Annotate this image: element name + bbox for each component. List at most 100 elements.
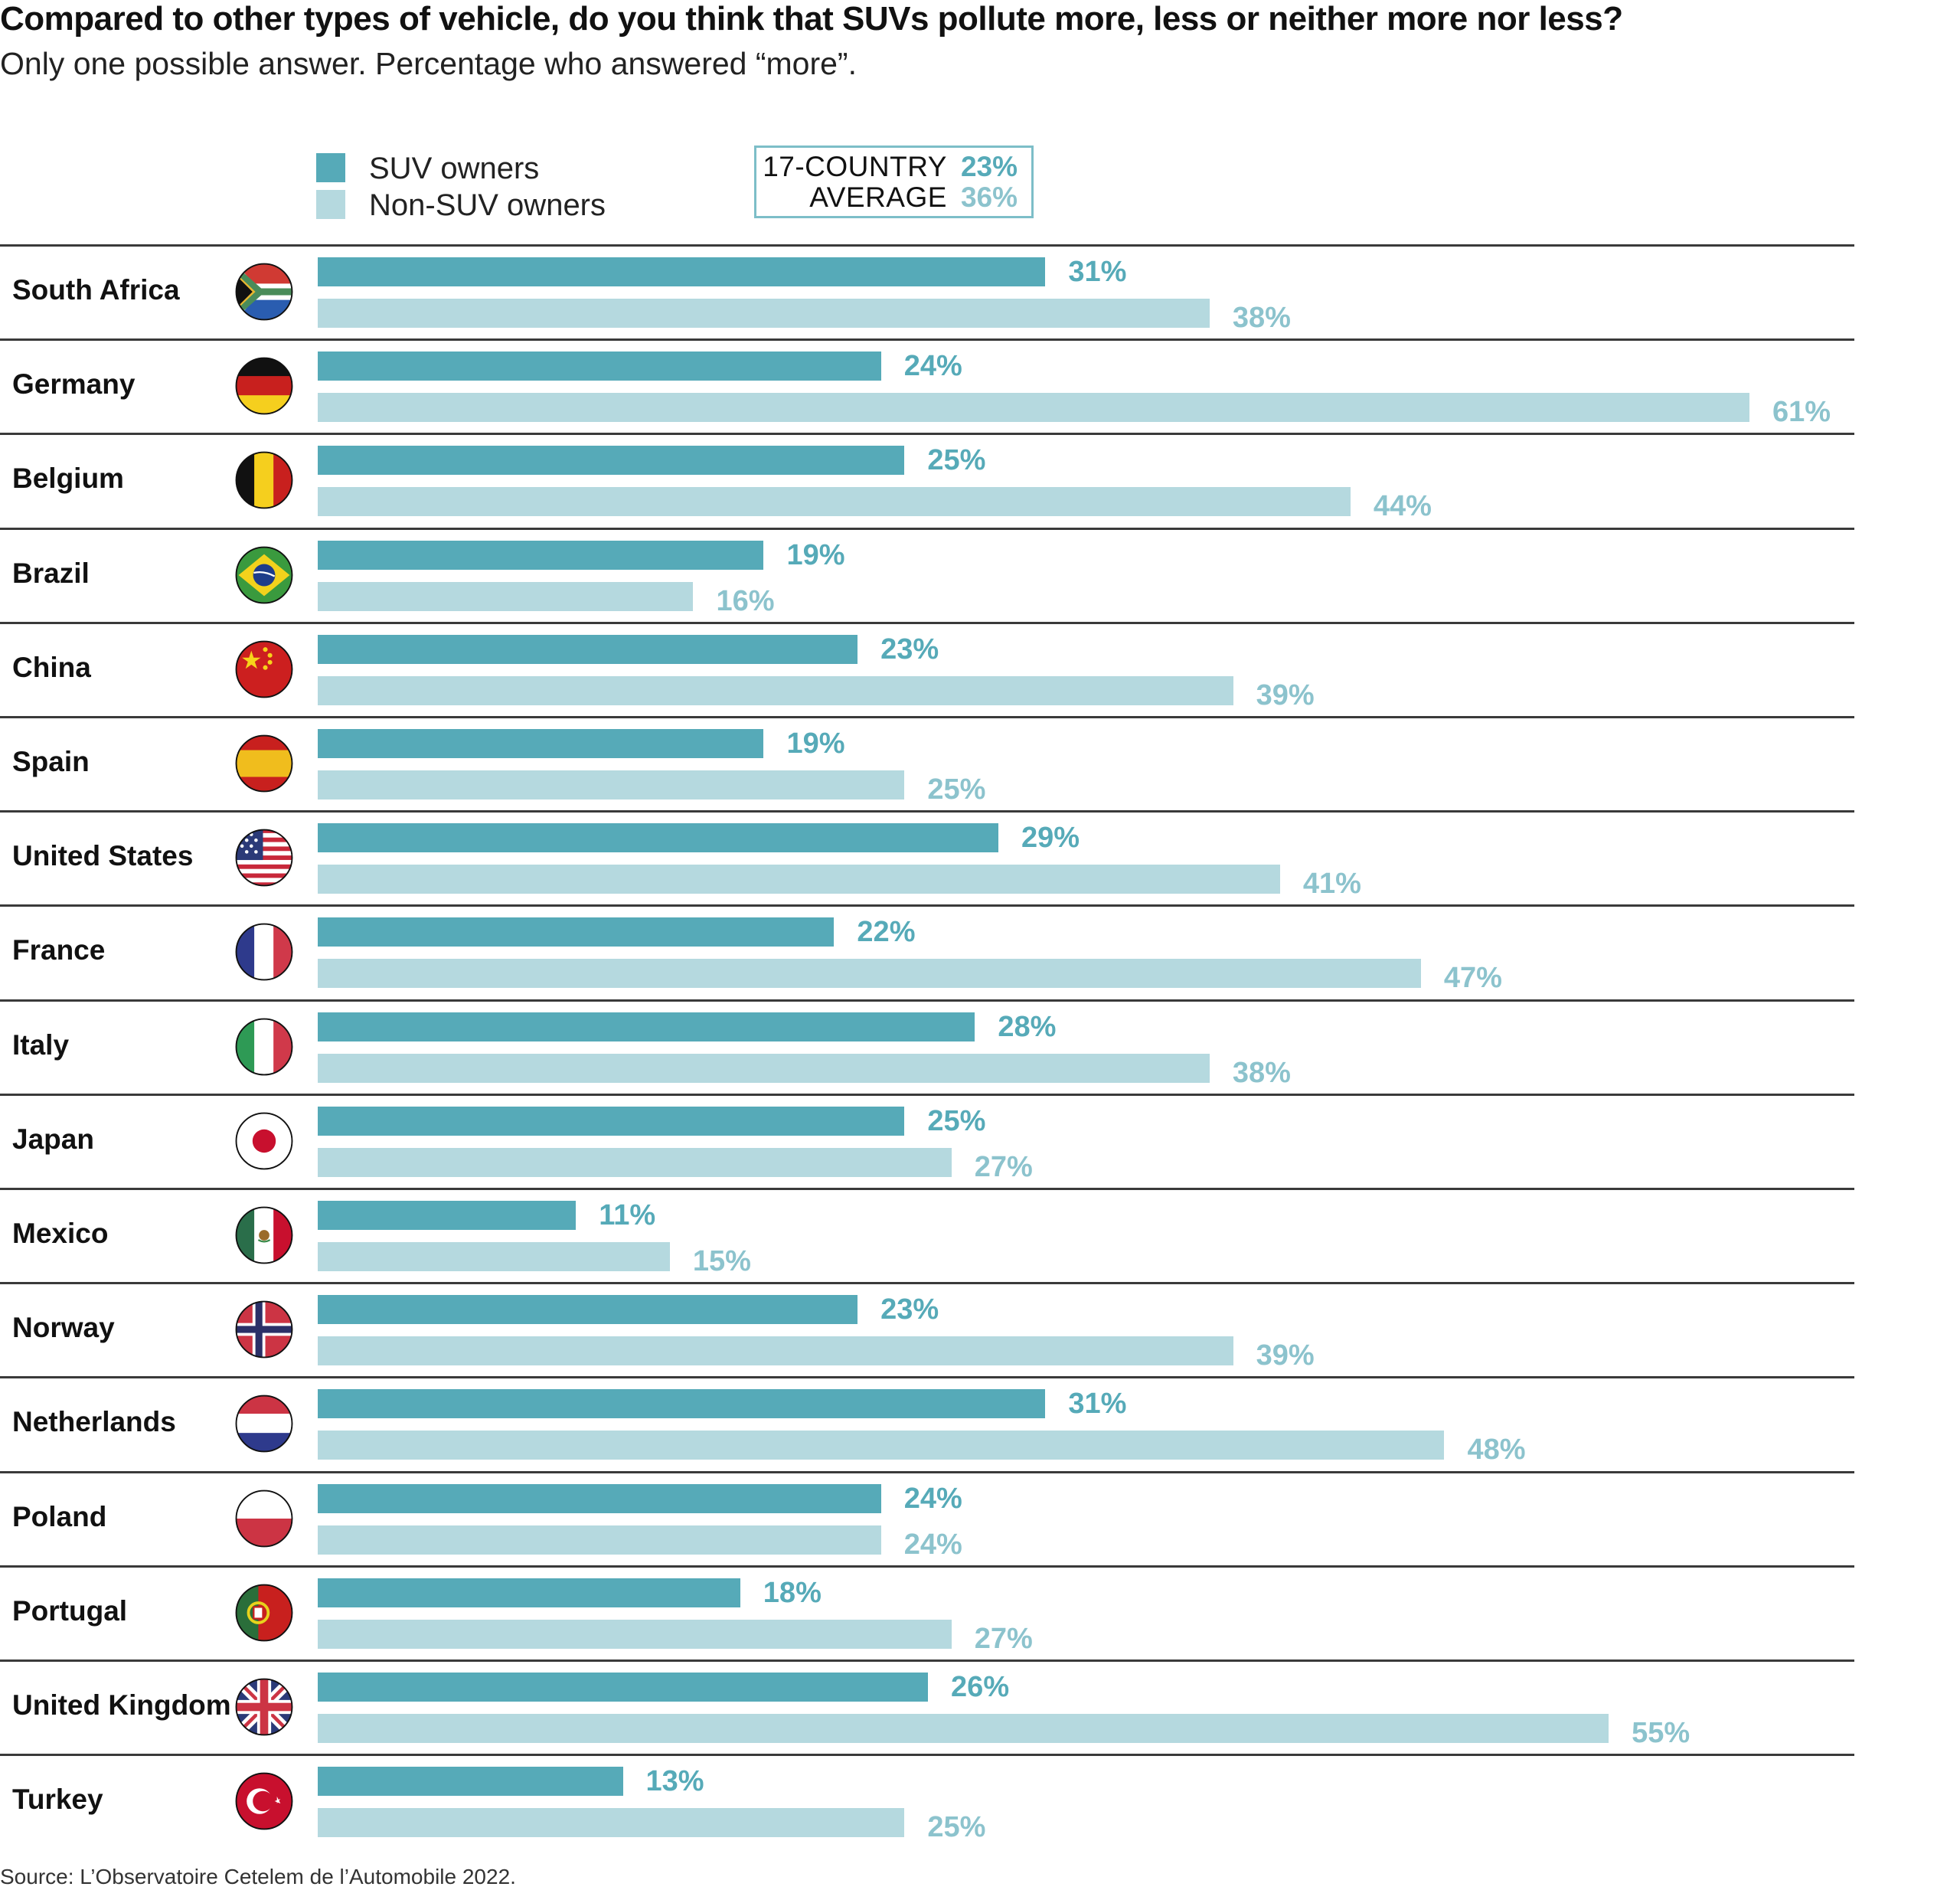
country-label: Italy [12,1028,70,1061]
legend-label-suv: SUV owners [369,152,540,185]
value-label-suv: 31% [1068,1388,1127,1421]
united-kingdom-flag-icon [235,1678,293,1736]
bar-suv-owners [318,729,764,758]
bar-non-suv-owners [318,487,1351,517]
bar-non-suv-owners [318,1525,881,1555]
bar-non-suv-owners [318,1147,952,1177]
row-divider [0,810,1854,813]
bar-suv-owners [318,1673,929,1702]
value-label-suv: 29% [1021,822,1080,855]
average-label-line2: AVERAGE [809,181,947,213]
legend-label-non-suv: Non-SUV owners [369,188,606,222]
row-divider [0,1188,1854,1190]
brazil-flag-icon [235,546,293,604]
bar-non-suv-owners [318,1242,670,1271]
value-label-non-suv: 15% [692,1245,751,1277]
bar-suv-owners [318,917,835,947]
south-africa-flag-icon [235,263,293,321]
row-divider [0,999,1854,1002]
bar-suv-owners [318,1295,858,1325]
value-label-suv: 18% [763,1576,822,1609]
bar-non-suv-owners [318,581,694,611]
bar-non-suv-owners [318,1053,1210,1083]
bar-non-suv-owners [318,1619,952,1649]
value-label-non-suv: 47% [1443,962,1502,995]
norway-flag-icon [235,1300,293,1359]
bar-non-suv-owners [318,1808,905,1838]
country-label: Portugal [12,1594,128,1627]
value-label-suv: 25% [927,1104,986,1137]
country-label: United States [12,840,194,872]
country-label: China [12,651,91,683]
value-label-suv: 23% [880,633,939,665]
mexico-flag-icon [235,1206,293,1264]
value-label-suv: 19% [786,538,845,571]
row-divider [0,716,1854,718]
value-label-non-suv: 27% [974,1622,1033,1655]
value-label-non-suv: 39% [1256,679,1315,711]
value-label-suv: 25% [927,444,986,477]
bar-suv-owners [318,634,858,664]
bar-non-suv-owners [318,865,1280,894]
row-divider [0,1282,1854,1285]
value-label-suv: 23% [880,1293,939,1326]
country-label: France [12,934,106,966]
spain-flag-icon [235,734,293,793]
country-label: Norway [12,1312,115,1344]
average-value-suv: 23% [960,151,1018,182]
value-label-non-suv: 25% [927,1811,986,1844]
italy-flag-icon [235,1018,293,1076]
value-label-non-suv: 27% [974,1150,1033,1183]
source-note: Source: L’Observatoire Cetelem de l’Auto… [0,1865,516,1888]
china-flag-icon [235,640,293,698]
value-label-non-suv: 44% [1373,490,1432,523]
value-label-suv: 24% [903,1482,962,1515]
bar-suv-owners [318,1201,577,1230]
bar-suv-owners [318,1578,740,1607]
value-label-suv: 22% [857,916,916,949]
value-label-non-suv: 41% [1302,868,1361,901]
country-label: Belgium [12,463,124,495]
portugal-flag-icon [235,1584,293,1642]
value-label-suv: 19% [786,728,845,760]
row-divider [0,1659,1854,1662]
country-label: Japan [12,1123,94,1155]
united-states-flag-icon [235,829,293,887]
value-label-suv: 24% [903,350,962,383]
bar-suv-owners [318,540,764,570]
value-label-non-suv: 16% [716,584,775,617]
row-divider [0,1376,1854,1379]
bar-non-suv-owners [318,959,1421,989]
turkey-flag-icon [235,1772,293,1830]
average-line-1: 17-COUNTRY 23% [763,151,1018,183]
bar-suv-owners [318,446,905,476]
average-label-line1: 17-COUNTRY [763,151,947,182]
row-divider [0,1470,1854,1473]
country-label: Netherlands [12,1406,176,1438]
country-label: Brazil [12,557,90,589]
row-divider [0,338,1854,342]
value-label-non-suv: 39% [1256,1339,1315,1372]
value-label-non-suv: 48% [1467,1434,1526,1467]
bar-suv-owners [318,1012,975,1041]
netherlands-flag-icon [235,1395,293,1453]
average-box: 17-COUNTRY 23% AVERAGE 36% [754,146,1034,218]
value-label-suv: 11% [599,1199,656,1231]
bar-non-suv-owners [318,770,905,799]
value-label-suv: 13% [645,1765,704,1798]
row-divider [0,1565,1854,1568]
bar-suv-owners [318,352,881,381]
bar-suv-owners [318,1767,623,1797]
row-divider [0,1093,1854,1096]
value-label-suv: 26% [951,1671,1010,1703]
value-label-non-suv: 25% [927,773,986,806]
bar-non-suv-owners [318,1431,1445,1460]
country-label: Poland [12,1500,107,1532]
belgium-flag-icon [235,451,293,509]
row-divider [0,244,1854,247]
country-label: Turkey [12,1784,103,1816]
row-divider [0,1754,1854,1757]
bar-non-suv-owners [318,1336,1233,1366]
bar-non-suv-owners [318,299,1210,328]
row-divider [0,433,1854,436]
